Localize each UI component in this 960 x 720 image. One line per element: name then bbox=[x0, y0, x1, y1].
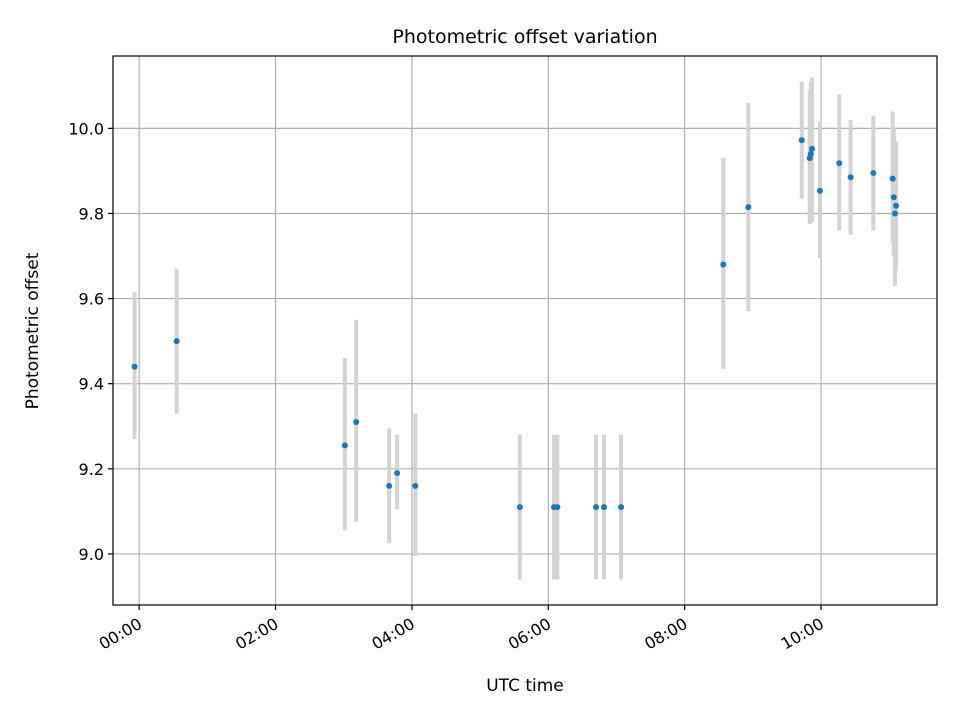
y-tick-label: 9.6 bbox=[79, 290, 104, 309]
data-point bbox=[798, 137, 805, 144]
point-layer bbox=[131, 137, 900, 511]
x-tick-label: 10:00 bbox=[778, 614, 827, 654]
data-point bbox=[891, 210, 898, 217]
data-point bbox=[516, 504, 523, 511]
x-tick-label: 04:00 bbox=[368, 614, 417, 654]
data-point bbox=[618, 504, 625, 511]
x-axis-title: UTC time bbox=[486, 676, 564, 696]
data-point bbox=[816, 187, 823, 194]
data-point bbox=[889, 175, 896, 182]
chart-title: Photometric offset variation bbox=[392, 26, 657, 48]
data-point bbox=[394, 470, 401, 477]
data-point bbox=[807, 150, 814, 157]
plot-frame bbox=[112, 55, 938, 606]
x-tick-label: 08:00 bbox=[641, 614, 690, 654]
data-point bbox=[870, 170, 877, 177]
y-tick-label: 9.0 bbox=[79, 545, 104, 564]
data-point bbox=[554, 504, 561, 511]
data-point bbox=[600, 504, 607, 511]
data-point bbox=[745, 204, 752, 211]
data-point bbox=[386, 482, 393, 489]
y-tick-label: 9.8 bbox=[79, 204, 104, 223]
data-point bbox=[341, 442, 348, 449]
data-point bbox=[836, 160, 843, 167]
x-tick-label: 00:00 bbox=[96, 614, 145, 654]
data-point bbox=[890, 194, 897, 201]
data-point bbox=[720, 261, 727, 268]
data-point bbox=[808, 145, 815, 152]
data-point bbox=[173, 338, 180, 345]
x-tick-label: 02:00 bbox=[232, 614, 281, 654]
y-tick-label: 9.2 bbox=[79, 460, 104, 479]
data-point bbox=[893, 202, 900, 209]
y-tick-label: 10.0 bbox=[68, 119, 104, 138]
data-point bbox=[593, 504, 600, 511]
data-point bbox=[847, 174, 854, 181]
data-point bbox=[353, 419, 360, 425]
data-point bbox=[131, 363, 138, 370]
errorbar-layer bbox=[132, 77, 899, 580]
y-tick-label: 9.4 bbox=[79, 375, 104, 394]
y-axis-title: Photometric offset bbox=[23, 252, 43, 409]
tick-layer: 00:00 02:00 04:00 06:00 08:00 10:00 9.0 9.2 9.4 9… bbox=[68, 119, 827, 653]
data-point bbox=[412, 482, 419, 489]
x-tick-label: 06:00 bbox=[505, 614, 554, 654]
